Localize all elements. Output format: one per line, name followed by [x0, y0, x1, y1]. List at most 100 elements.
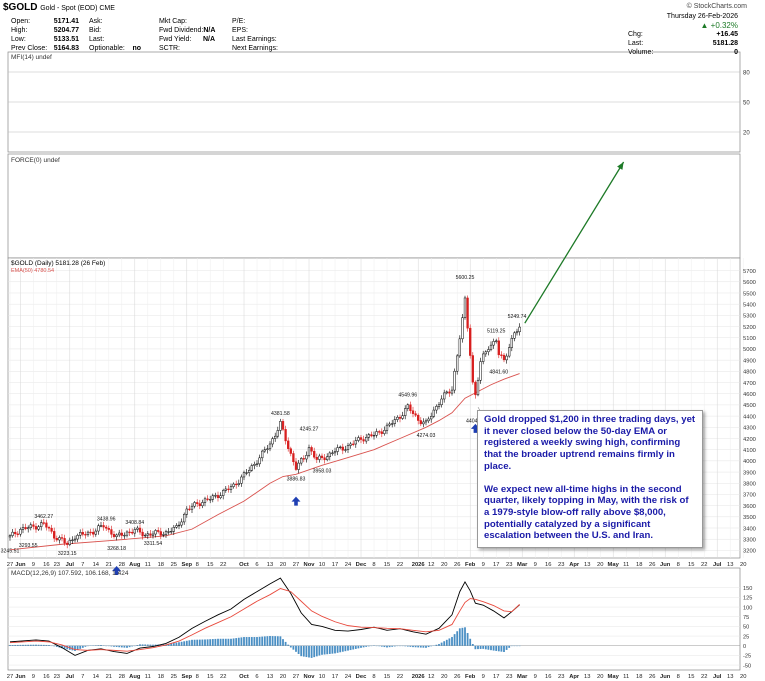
candle-body: [115, 534, 118, 537]
macd-tick-label: 25: [743, 634, 749, 640]
macd-histogram-bar: [360, 645, 362, 648]
macd-histogram-bar: [344, 645, 347, 652]
quote-value: 5133.51: [53, 36, 79, 43]
candle-body: [302, 458, 305, 460]
x-tick-label-bottom: 28: [119, 674, 125, 680]
price-tick-label: 3500: [743, 515, 756, 521]
macd-tick-label: 100: [743, 605, 752, 611]
quote-value: 5171.41: [53, 18, 79, 25]
x-tick-label-bottom: 18: [158, 674, 164, 680]
macd-histogram-bar: [256, 637, 258, 646]
candle-body: [456, 355, 459, 372]
candle-body: [99, 525, 103, 527]
candle-body: [518, 326, 521, 333]
price-tick-label: 4800: [743, 370, 756, 376]
x-tick-label-bottom: Oct: [239, 674, 249, 680]
candle-body: [367, 434, 370, 438]
candle-body: [383, 430, 386, 434]
macd-histogram-bar: [492, 645, 495, 651]
candle-body: [339, 446, 342, 449]
candle-body: [53, 531, 56, 539]
candle-body: [222, 490, 225, 496]
quote-label: Optionable:: [89, 45, 125, 52]
macd-histogram-bar: [42, 644, 45, 646]
candle-body: [287, 440, 290, 449]
candle-body: [385, 424, 389, 431]
macd-histogram-bar: [76, 645, 79, 650]
quote-label: Ask:: [89, 18, 103, 25]
candle-body: [196, 502, 199, 504]
candle-body: [268, 443, 272, 450]
macd-histogram-bar: [313, 645, 316, 658]
candle-body: [440, 398, 443, 406]
macd-histogram-bar: [292, 645, 295, 650]
candle-body: [435, 406, 438, 411]
quote-row: Mkt Cap:: [159, 17, 215, 26]
candle-body: [14, 531, 17, 535]
candle-body: [120, 532, 123, 536]
macd-histogram-bar: [180, 641, 183, 646]
macd-tick-label: 150: [743, 586, 752, 592]
candle-body: [461, 317, 464, 340]
macd-histogram-bar: [341, 645, 344, 652]
x-tick-label-top: 13: [267, 562, 273, 568]
candle-body: [378, 431, 381, 433]
candle-body: [214, 495, 217, 497]
candle-body: [102, 525, 105, 528]
x-tick-label-bottom: 27: [7, 674, 13, 680]
macd-histogram-bar: [263, 636, 266, 646]
macd-histogram-bar: [336, 645, 339, 653]
price-tick-label: 5700: [743, 269, 756, 275]
macd-histogram-bar: [448, 638, 451, 646]
macd-histogram-bar: [152, 644, 154, 646]
x-tick-label-bottom: 20: [740, 674, 746, 680]
macd-histogram-bar: [477, 645, 479, 650]
volume-row: Volume: 0: [628, 49, 738, 56]
candle-body: [315, 456, 318, 460]
candle-body: [198, 503, 201, 507]
candle-body: [242, 472, 246, 478]
x-tick-label-bottom: 9: [32, 674, 35, 680]
candle-body: [336, 447, 339, 452]
x-tick-label-top: 21: [106, 562, 112, 568]
x-tick-label-top: 11: [623, 562, 629, 568]
x-tick-label-bottom: 22: [701, 674, 707, 680]
x-tick-label-top: 20: [740, 562, 746, 568]
macd-histogram-bar: [214, 638, 217, 646]
candle-body: [128, 531, 131, 534]
x-tick-label-top: Jun: [15, 562, 26, 568]
x-tick-label-bottom: Sep: [181, 674, 192, 680]
x-tick-label-top: 8: [677, 562, 680, 568]
macd-histogram-bar: [178, 642, 180, 646]
price-annotation: 4245.27: [300, 426, 319, 432]
candle-body: [276, 430, 279, 437]
macd-histogram-bar: [354, 645, 357, 649]
macd-histogram-bar: [243, 637, 245, 646]
macd-histogram-bar: [48, 645, 50, 646]
symbol-name: Gold - Spot (EOD) CME: [40, 5, 115, 12]
x-tick-label-top: 15: [207, 562, 213, 568]
candle-body: [84, 534, 87, 536]
x-tick-label-top: 17: [332, 562, 338, 568]
price-tick-label: 5200: [743, 325, 756, 331]
price-tick-label: 5400: [743, 302, 756, 308]
quote-label: Prev Close:: [11, 45, 48, 52]
x-tick-label-bottom: 2026: [412, 674, 426, 680]
candle-body: [427, 418, 430, 422]
macd-histogram-bar: [235, 638, 238, 646]
candle-body: [471, 355, 474, 383]
x-tick-label-bottom: Feb: [465, 674, 476, 680]
candle-body: [151, 533, 155, 536]
macd-histogram-bar: [271, 636, 274, 646]
candle-body: [331, 452, 334, 454]
x-tick-label-bottom: Dec: [356, 674, 367, 680]
macd-histogram-bar: [315, 645, 318, 657]
candle-body: [323, 457, 326, 460]
macd-histogram-bar: [269, 635, 271, 646]
macd-histogram-bar: [100, 645, 102, 646]
price-tick-label: 4000: [743, 459, 756, 465]
chg-row: Chg: +16.45: [628, 31, 738, 38]
candle-body: [164, 531, 168, 535]
chart-header-title: $GOLD Gold - Spot (EOD) CME: [3, 2, 115, 13]
macd-histogram-bar: [110, 645, 113, 647]
